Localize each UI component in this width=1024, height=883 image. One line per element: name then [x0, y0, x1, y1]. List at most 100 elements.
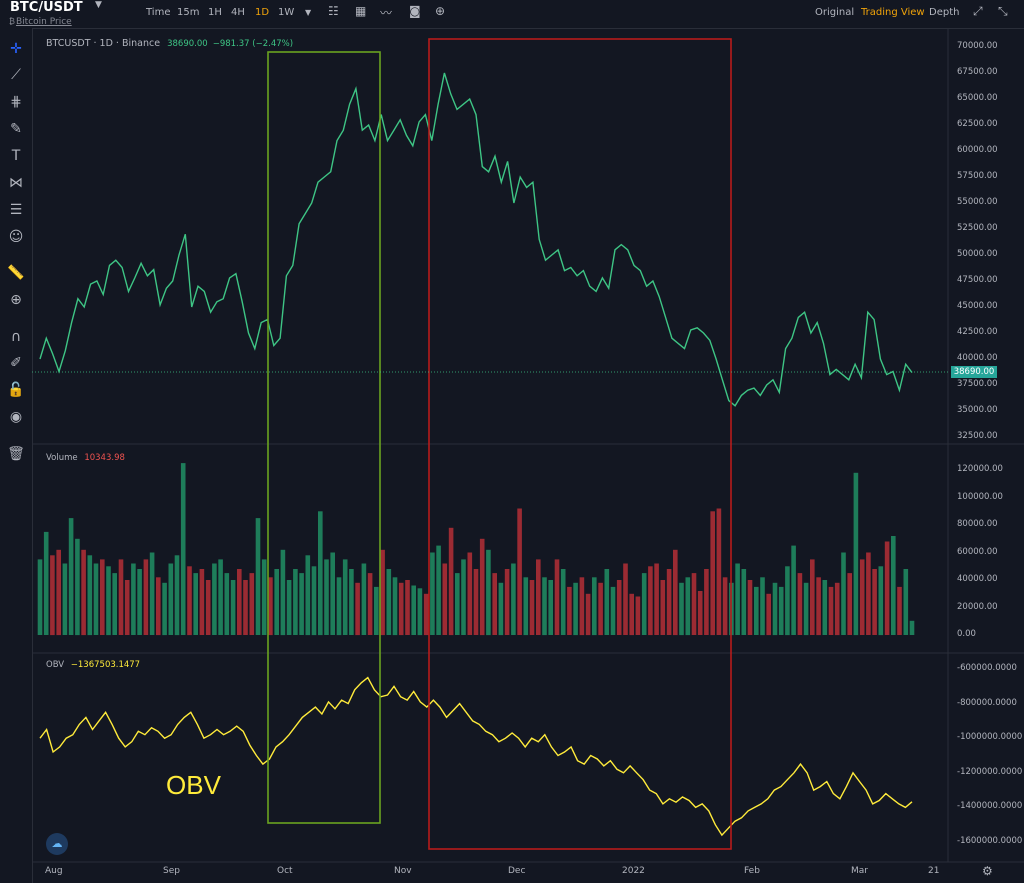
trash-icon[interactable]: 🗑 [7, 446, 25, 462]
volume-bar [461, 559, 466, 635]
text-icon[interactable]: T [11, 148, 21, 164]
volume-legend: Volume 10343.98 [46, 453, 125, 463]
price-last: 38690.00 [167, 39, 208, 49]
price-tick-label: 70000.00 [957, 41, 998, 51]
pattern-icon[interactable]: ⋈ [9, 175, 23, 191]
brush-icon[interactable]: ✎ [10, 121, 22, 137]
settings-sliders-icon[interactable]: ☷ [328, 4, 339, 18]
volume-bar [268, 577, 273, 636]
smiley-icon[interactable]: ☺ [8, 229, 24, 245]
x-tick-label: Sep [163, 866, 180, 876]
volume-bar [324, 559, 329, 635]
volume-bar [68, 518, 74, 635]
volume-bar [822, 580, 828, 635]
price-tick-label: 32500.00 [957, 431, 998, 441]
volume-bar [604, 569, 610, 635]
volume-bar [517, 508, 522, 635]
tab-1d[interactable]: 1D [255, 7, 270, 18]
volume-bars [37, 463, 915, 636]
obv-legend: OBV −1367503.1477 [46, 660, 140, 670]
tab-15m[interactable]: 15m [177, 7, 200, 18]
price-tick-label: 37500.00 [957, 379, 998, 389]
volume-bar [778, 586, 784, 635]
indicators-icon[interactable]: ▦ [355, 4, 367, 18]
chevron-down-icon[interactable]: ▼ [305, 8, 312, 17]
price-tick-label: 35000.00 [957, 405, 998, 415]
volume-bar [903, 569, 909, 635]
symbol-title[interactable]: BTC/USDT [10, 0, 83, 15]
trendline-icon[interactable]: ⟋ [11, 67, 21, 83]
gear-icon[interactable]: ⚙ [982, 864, 993, 878]
volume-bar [380, 549, 385, 636]
volume-tick-label: 40000.00 [957, 574, 998, 584]
tab-1w[interactable]: 1W [278, 7, 295, 18]
x-tick-label: Feb [744, 866, 760, 876]
price-title: BTCUSDT · 1D · Binance [46, 38, 161, 49]
collapse-icon[interactable]: ⤡ [998, 4, 1008, 18]
volume-bar [859, 559, 865, 635]
tab-original[interactable]: Original [815, 7, 855, 18]
volume-bar [423, 593, 429, 636]
tab-trading-view[interactable]: Trading View [861, 7, 925, 18]
volume-bar [43, 531, 49, 635]
volume-bar [592, 577, 597, 636]
chart-type-icon[interactable]: 〰 [380, 6, 393, 20]
volume-bar [504, 569, 510, 635]
volume-bar [891, 536, 896, 635]
volume-bar [442, 563, 448, 635]
lock-icon[interactable]: 🔓 [7, 382, 25, 398]
tab-1h[interactable]: 1H [208, 7, 222, 18]
volume-bar [187, 566, 192, 636]
volume-bar [785, 566, 790, 636]
volume-bar [772, 582, 778, 636]
volume-bar [386, 569, 392, 635]
volume-bar [56, 549, 61, 636]
volume-bar [884, 541, 890, 635]
obv-series [39, 676, 913, 837]
volume-bar [492, 573, 497, 635]
tradingview-logo-icon[interactable]: ☁ [46, 833, 68, 855]
tab-depth[interactable]: Depth [929, 7, 960, 18]
volume-bar [536, 559, 541, 635]
subtitle-link[interactable]: Bitcoin Price [16, 17, 72, 27]
eye-icon[interactable]: ◉ [9, 409, 23, 425]
volume-bar [598, 582, 603, 636]
drawing-toolbar: ✛ ⟋ ⋕ ✎ T ⋈ ☰ ☺ 📏 ⊕ ∩ ✐ 🔓 ◉ 🗑 [0, 28, 33, 883]
prediction-icon[interactable]: ☰ [9, 202, 23, 218]
volume-bar [361, 563, 367, 635]
volume-value: 10343.98 [84, 453, 125, 463]
tab-4h[interactable]: 4H [231, 7, 245, 18]
volume-bar [654, 563, 659, 635]
volume-bar [754, 586, 759, 635]
camera-icon[interactable]: ◙ [409, 4, 421, 18]
volume-bar [803, 582, 809, 636]
zoom-icon[interactable]: ⊕ [10, 292, 22, 308]
volume-bar [473, 569, 479, 635]
fib-icon[interactable]: ⋕ [10, 94, 22, 110]
last-price-badge: 38690.00 [951, 366, 997, 378]
plus-icon[interactable]: ⊕ [435, 4, 446, 18]
volume-bar [511, 563, 516, 635]
volume-bar [417, 588, 423, 636]
volume-bar [299, 573, 304, 635]
chevron-down-icon[interactable]: ▼ [95, 0, 102, 10]
magnet-icon[interactable]: ∩ [10, 329, 22, 345]
volume-bar [180, 463, 186, 635]
volume-bar [579, 577, 585, 636]
volume-bar [697, 591, 703, 635]
lock-drawing-icon[interactable]: ✐ [10, 355, 22, 371]
price-tick-label: 47500.00 [957, 275, 998, 285]
price-tick-label: 45000.00 [957, 301, 998, 311]
fullscreen-icon[interactable]: ⤢ [973, 4, 983, 18]
obv-tick-label: -600000.0000 [957, 663, 1017, 673]
volume-bar [398, 582, 404, 636]
ruler-icon[interactable]: 📏 [7, 265, 25, 281]
volume-bar [212, 563, 217, 635]
obv-tick-label: -1400000.0000 [957, 801, 1023, 812]
tab-time[interactable]: Time [146, 7, 171, 18]
price-change: −981.37 (−2.47%) [212, 39, 294, 49]
volume-bar [342, 559, 348, 635]
volume-bar [249, 573, 255, 635]
crosshair-icon[interactable]: ✛ [10, 41, 22, 57]
